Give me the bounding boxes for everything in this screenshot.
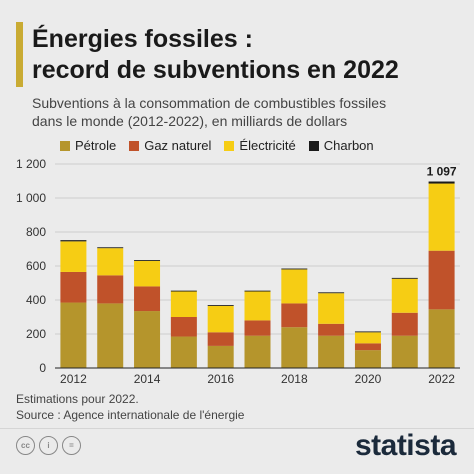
- legend-swatch-electricite: [224, 140, 235, 151]
- bar-segment-electricite: [391, 278, 418, 313]
- bar-segment-petrole: [391, 335, 418, 368]
- x-tick-label: 2022: [428, 372, 455, 386]
- legend-swatch-gaz: [129, 140, 140, 151]
- legend-item-electricite: Électricité: [224, 138, 296, 153]
- bar-segment-gaz: [97, 275, 124, 304]
- bar-segment-charbon: [170, 290, 197, 292]
- cc-icon[interactable]: cc: [16, 436, 35, 455]
- bar-segment-charbon: [244, 290, 271, 292]
- bar-segment-electricite: [428, 183, 455, 251]
- bar-segment-petrole: [207, 345, 234, 368]
- license-icons: cc i =: [16, 436, 81, 455]
- bar-segment-electricite: [170, 291, 197, 317]
- x-tick-label: 2018: [281, 372, 308, 386]
- x-tick-label: 2014: [134, 372, 161, 386]
- bar-segment-petrole: [354, 350, 381, 368]
- legend-label-petrole: Pétrole: [75, 138, 117, 153]
- bar-segment-gaz: [244, 320, 271, 336]
- total-data-label: 1 097: [427, 165, 457, 179]
- y-tick-label: 800: [26, 225, 46, 239]
- y-tick-label: 200: [26, 327, 46, 341]
- bar-segment-petrole: [134, 311, 161, 368]
- legend-swatch-charbon: [308, 140, 319, 151]
- bar-segment-charbon: [428, 181, 455, 184]
- bar-segment-gaz: [281, 303, 308, 328]
- legend-label-gaz: Gaz naturel: [144, 138, 212, 153]
- bar-segment-petrole: [170, 336, 197, 368]
- bar-segment-charbon: [134, 260, 161, 261]
- chart-subtitle: Subventions à la consommation de combust…: [32, 94, 386, 130]
- subtitle-line-1: Subventions à la consommation de combust…: [32, 95, 387, 111]
- bar-segment-electricite: [207, 305, 234, 333]
- footnote: Estimations pour 2022. Source : Agence i…: [16, 391, 244, 423]
- title-line-2: record de subventions en 2022: [32, 56, 399, 84]
- bar-segment-petrole: [60, 302, 87, 368]
- bar-segment-gaz: [391, 312, 418, 336]
- bar-segment-electricite: [318, 293, 345, 324]
- bar-segment-electricite: [354, 332, 381, 344]
- stacked-bar-chart: 0 200 400 600 800 1 000 1 200 2012 2014 2016 2018 2…: [16, 157, 460, 386]
- bar-segment-gaz: [354, 343, 381, 351]
- bar-segment-charbon: [318, 292, 345, 294]
- y-tick-label: 1 000: [16, 191, 46, 205]
- bar-segment-gaz: [60, 271, 87, 303]
- bar-segment-petrole: [97, 303, 124, 368]
- x-tick-label: 2020: [355, 372, 382, 386]
- footnote-estimate: Estimations pour 2022.: [16, 392, 139, 406]
- bar-segment-petrole: [318, 335, 345, 368]
- attribution-icon[interactable]: i: [39, 436, 58, 455]
- bar-segment-gaz: [170, 317, 197, 337]
- bar-segment-charbon: [281, 268, 308, 270]
- subtitle-line-2: dans le monde (2012-2022), en milliards …: [32, 113, 348, 129]
- legend-item-gaz: Gaz naturel: [129, 138, 211, 153]
- chart-title: Énergies fossiles : record de subvention…: [32, 24, 399, 86]
- x-tick-label: 2012: [60, 372, 87, 386]
- bar-segment-gaz: [134, 286, 161, 312]
- title-line-1: Énergies fossiles :: [32, 25, 253, 53]
- legend-swatch-petrole: [60, 140, 70, 151]
- bar-segment-gaz: [207, 332, 234, 346]
- legend-item-petrole: Pétrole: [60, 138, 116, 153]
- bar-segment-charbon: [207, 305, 234, 306]
- y-tick-label: 0: [39, 361, 46, 375]
- title-accent-bar: [16, 22, 23, 87]
- legend-label-charbon: Charbon: [323, 138, 374, 153]
- bar-segment-charbon: [97, 247, 124, 249]
- bar-segment-electricite: [281, 269, 308, 304]
- bar-segment-charbon: [354, 331, 381, 333]
- bar-segment-petrole: [244, 335, 271, 368]
- statista-logo[interactable]: statista: [354, 429, 457, 462]
- bar-segment-charbon: [391, 277, 418, 279]
- bar-segment-petrole: [428, 309, 455, 368]
- bar-segment-gaz: [428, 250, 455, 310]
- legend-label-electricite: Électricité: [239, 138, 296, 153]
- footnote-source: Source : Agence internationale de l'éner…: [16, 408, 245, 422]
- bar-segment-electricite: [60, 241, 87, 272]
- y-tick-label: 600: [26, 259, 46, 273]
- bar-segment-gaz: [318, 323, 345, 336]
- bar-segment-electricite: [134, 260, 161, 287]
- bar-segment-electricite: [244, 291, 271, 321]
- no-derivatives-icon[interactable]: =: [62, 436, 81, 455]
- chart-legend: Pétrole Gaz naturel Électricité Charbon: [60, 138, 374, 153]
- bar-segment-charbon: [60, 240, 87, 242]
- legend-item-charbon: Charbon: [308, 138, 374, 153]
- footer-divider: [0, 428, 474, 429]
- y-tick-label: 1 200: [16, 157, 46, 171]
- bar-segment-petrole: [281, 327, 308, 368]
- bar-segment-electricite: [97, 248, 124, 276]
- x-tick-label: 2016: [207, 372, 234, 386]
- y-tick-label: 400: [26, 293, 46, 307]
